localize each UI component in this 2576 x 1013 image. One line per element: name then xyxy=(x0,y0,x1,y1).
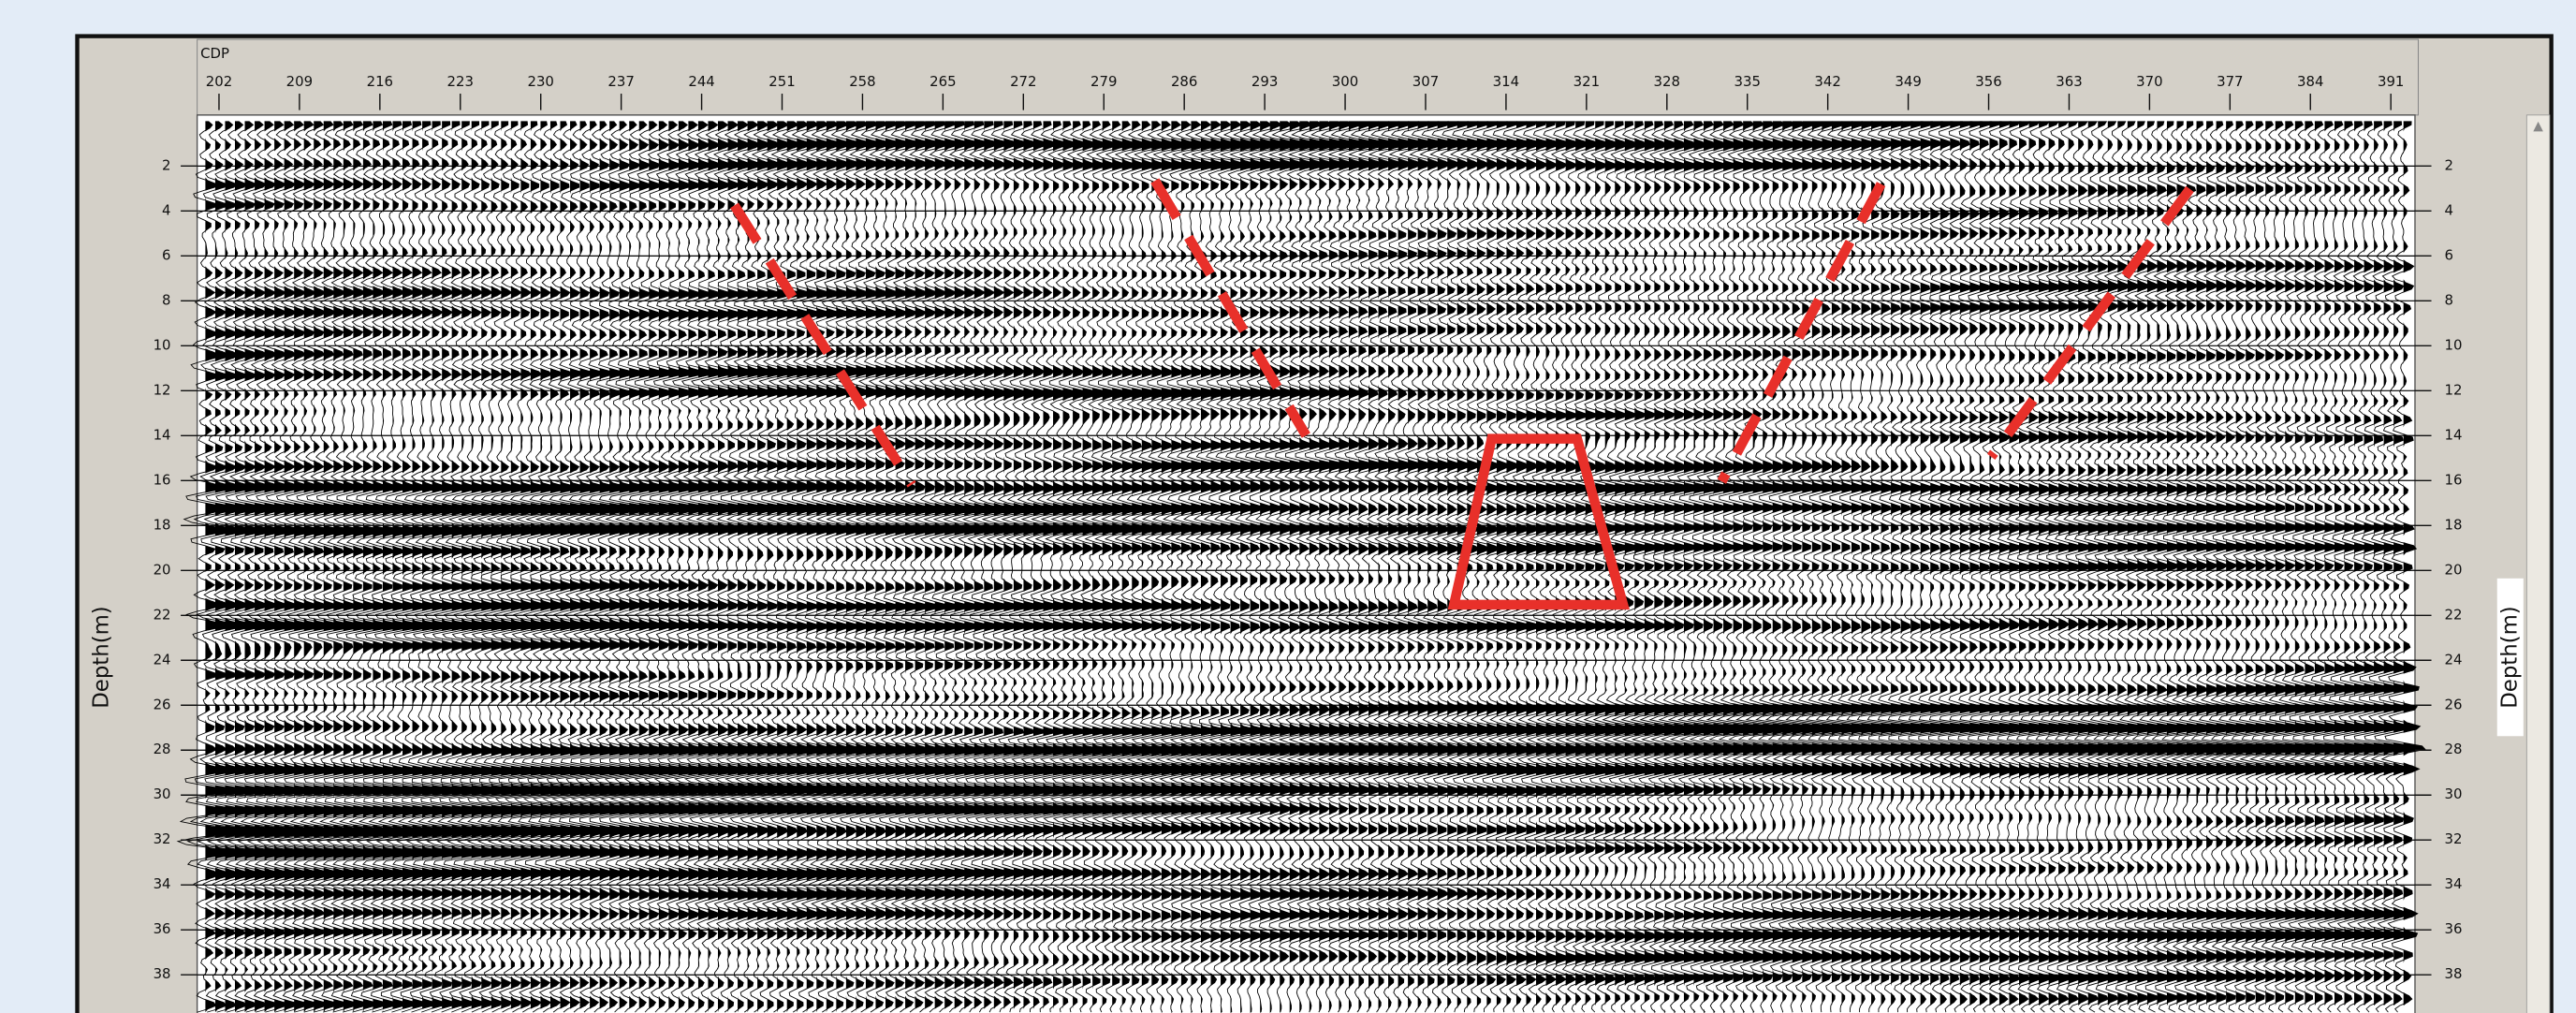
y-tick-label: 24 xyxy=(154,651,171,668)
x-tick-label: 286 xyxy=(1171,73,1197,90)
y-tick-label: 34 xyxy=(154,875,171,892)
y-tick-label-right: 16 xyxy=(2445,471,2463,488)
x-tick-label: 391 xyxy=(2378,73,2404,90)
x-tick-label: 300 xyxy=(1332,73,1358,90)
y-tick-label: 36 xyxy=(154,920,171,937)
y-tick-label-right: 22 xyxy=(2445,606,2463,623)
y-tick-label: 8 xyxy=(162,291,170,308)
x-tick-label: 202 xyxy=(206,73,232,90)
y-tick-label-right: 18 xyxy=(2445,516,2463,533)
y-tick-label: 38 xyxy=(154,965,171,982)
y-tick-label-right: 32 xyxy=(2445,830,2463,847)
x-tick-label: 335 xyxy=(1734,73,1760,90)
y-tick-label-right: 30 xyxy=(2445,785,2463,802)
y-tick-label-right: 26 xyxy=(2445,696,2463,712)
x-tick-label: 314 xyxy=(1493,73,1519,90)
y-tick-label: 28 xyxy=(154,741,171,757)
y-tick-label-right: 8 xyxy=(2445,291,2453,308)
y-tick-label: 2 xyxy=(162,156,170,173)
chart: 2022092162232302372442512582652722792862… xyxy=(0,0,2576,1013)
x-tick-label: 258 xyxy=(849,73,875,90)
y-tick-label: 16 xyxy=(154,471,171,488)
x-tick-label: 272 xyxy=(1010,73,1036,90)
x-tick-label: 356 xyxy=(1975,73,2001,90)
y-tick-label: 30 xyxy=(154,785,171,802)
y-tick-label: 6 xyxy=(162,246,170,263)
y-axis-label-right: Depth(m) xyxy=(2497,606,2522,708)
y-tick-label-right: 10 xyxy=(2445,336,2463,353)
x-tick-label: 244 xyxy=(688,73,714,90)
y-tick-label-right: 6 xyxy=(2445,246,2453,263)
y-tick-label: 26 xyxy=(154,696,171,712)
x-tick-label: 265 xyxy=(929,73,956,90)
x-tick-label: 230 xyxy=(527,73,553,90)
y-tick-label-right: 38 xyxy=(2445,965,2463,982)
y-tick-label-right: 4 xyxy=(2445,201,2453,218)
x-tick-label: 342 xyxy=(1814,73,1840,90)
y-tick-label-right: 2 xyxy=(2445,156,2453,173)
x-tick-label: 237 xyxy=(607,73,634,90)
x-tick-label: 363 xyxy=(2056,73,2082,90)
x-tick-label: 384 xyxy=(2297,73,2323,90)
x-tick-label: 307 xyxy=(1412,73,1439,90)
x-tick-label: 293 xyxy=(1251,73,1278,90)
y-axis-label: Depth(m) xyxy=(89,606,113,708)
y-tick-label-right: 20 xyxy=(2445,561,2463,578)
x-tick-label: 279 xyxy=(1090,73,1117,90)
scrollbar[interactable] xyxy=(2526,115,2550,1013)
y-tick-label: 18 xyxy=(154,516,171,533)
y-tick-label: 22 xyxy=(154,606,171,623)
y-tick-label-right: 24 xyxy=(2445,651,2463,668)
y-tick-label: 20 xyxy=(154,561,171,578)
y-tick-label: 12 xyxy=(154,381,171,398)
x-tick-label: 321 xyxy=(1573,73,1600,90)
y-tick-label: 14 xyxy=(154,426,171,443)
y-tick-label: 10 xyxy=(154,336,171,353)
x-tick-label: 251 xyxy=(768,73,795,90)
y-tick-label-right: 14 xyxy=(2445,426,2463,443)
y-tick-label-right: 28 xyxy=(2445,741,2463,757)
y-tick-label-right: 34 xyxy=(2445,875,2463,892)
y-tick-label-right: 12 xyxy=(2445,381,2463,398)
y-tick-label-right: 36 xyxy=(2445,920,2463,937)
x-axis-label: CDP xyxy=(200,45,229,62)
y-tick-label: 32 xyxy=(154,830,171,847)
y-tick-label: 4 xyxy=(162,201,170,218)
x-tick-label: 349 xyxy=(1895,73,1921,90)
x-tick-label: 216 xyxy=(367,73,393,90)
x-tick-label: 209 xyxy=(286,73,313,90)
x-tick-label: 328 xyxy=(1654,73,1680,90)
x-tick-label: 377 xyxy=(2217,73,2243,90)
x-tick-label: 223 xyxy=(447,73,474,90)
x-tick-label: 370 xyxy=(2136,73,2162,90)
